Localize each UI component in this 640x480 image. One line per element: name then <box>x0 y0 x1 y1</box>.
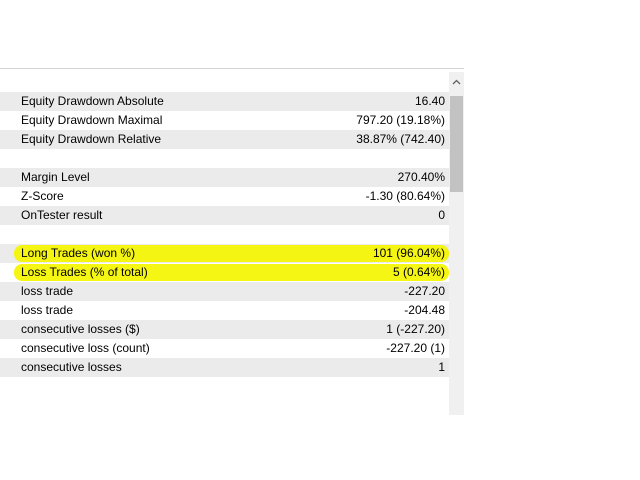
table-row[interactable]: loss trade -227.20 <box>0 282 449 301</box>
table-row[interactable]: consecutive losses 1 <box>0 358 449 377</box>
table-row-empty[interactable] <box>0 149 449 168</box>
row-label: Long Trades (won %) <box>21 246 136 260</box>
row-value: 16.40 <box>414 94 445 108</box>
scrollbar-thumb[interactable] <box>450 96 463 192</box>
scroll-up-button[interactable] <box>449 72 464 92</box>
table-row[interactable]: Margin Level 270.40% <box>0 168 449 187</box>
row-label: loss trade <box>21 284 74 298</box>
panel-divider <box>0 68 464 69</box>
table-row-empty[interactable] <box>0 377 449 396</box>
results-panel: Equity Drawdown Absolute 16.40 Equity Dr… <box>0 68 464 415</box>
row-value: 101 (96.04%) <box>372 246 445 260</box>
table-row[interactable]: consecutive loss (count) -227.20 (1) <box>0 339 449 358</box>
table-row[interactable]: Equity Drawdown Absolute 16.40 <box>0 92 449 111</box>
row-value: 1 (-227.20) <box>386 322 445 336</box>
row-value: 270.40% <box>397 170 445 184</box>
row-label: consecutive losses ($) <box>21 322 140 336</box>
table-row-highlighted[interactable]: Long Trades (won %) 101 (96.04%) <box>0 244 449 263</box>
table-row-highlighted[interactable]: Loss Trades (% of total) 5 (0.64%) <box>0 263 449 282</box>
row-value: 0 <box>438 208 445 222</box>
row-label: Z-Score <box>21 189 64 203</box>
row-value: -1.30 (80.64%) <box>365 189 445 203</box>
row-value: 38.87% (742.40) <box>356 132 445 146</box>
row-value: -204.48 <box>404 303 445 317</box>
row-label: Equity Drawdown Relative <box>21 132 162 146</box>
table-row[interactable]: OnTester result 0 <box>0 206 449 225</box>
table-row[interactable]: loss trade -204.48 <box>0 301 449 320</box>
row-label: consecutive loss (count) <box>21 341 150 355</box>
table-row-empty[interactable] <box>0 225 449 244</box>
row-label: consecutive losses <box>21 360 122 374</box>
row-value: -227.20 <box>404 284 445 298</box>
row-value: 1 <box>438 360 445 374</box>
table-row[interactable]: Equity Drawdown Relative 38.87% (742.40) <box>0 130 449 149</box>
row-label: loss trade <box>21 303 74 317</box>
table-row[interactable]: consecutive losses ($) 1 (-227.20) <box>0 320 449 339</box>
highlighter-mark <box>14 264 449 281</box>
row-label: Equity Drawdown Maximal <box>21 113 163 127</box>
table-row[interactable]: Z-Score -1.30 (80.64%) <box>0 187 449 206</box>
table-row[interactable]: Equity Drawdown Maximal 797.20 (19.18%) <box>0 111 449 130</box>
row-label: Loss Trades (% of total) <box>21 265 148 279</box>
row-value: 797.20 (19.18%) <box>356 113 445 127</box>
row-value: 5 (0.64%) <box>392 265 445 279</box>
results-table: Equity Drawdown Absolute 16.40 Equity Dr… <box>0 92 449 396</box>
row-label: Equity Drawdown Absolute <box>21 94 164 108</box>
row-value: -227.20 (1) <box>386 341 445 355</box>
vertical-scrollbar[interactable] <box>449 72 464 415</box>
row-label: Margin Level <box>21 170 90 184</box>
row-label: OnTester result <box>21 208 103 222</box>
highlighter-mark <box>14 245 449 262</box>
chevron-up-icon <box>452 79 461 85</box>
